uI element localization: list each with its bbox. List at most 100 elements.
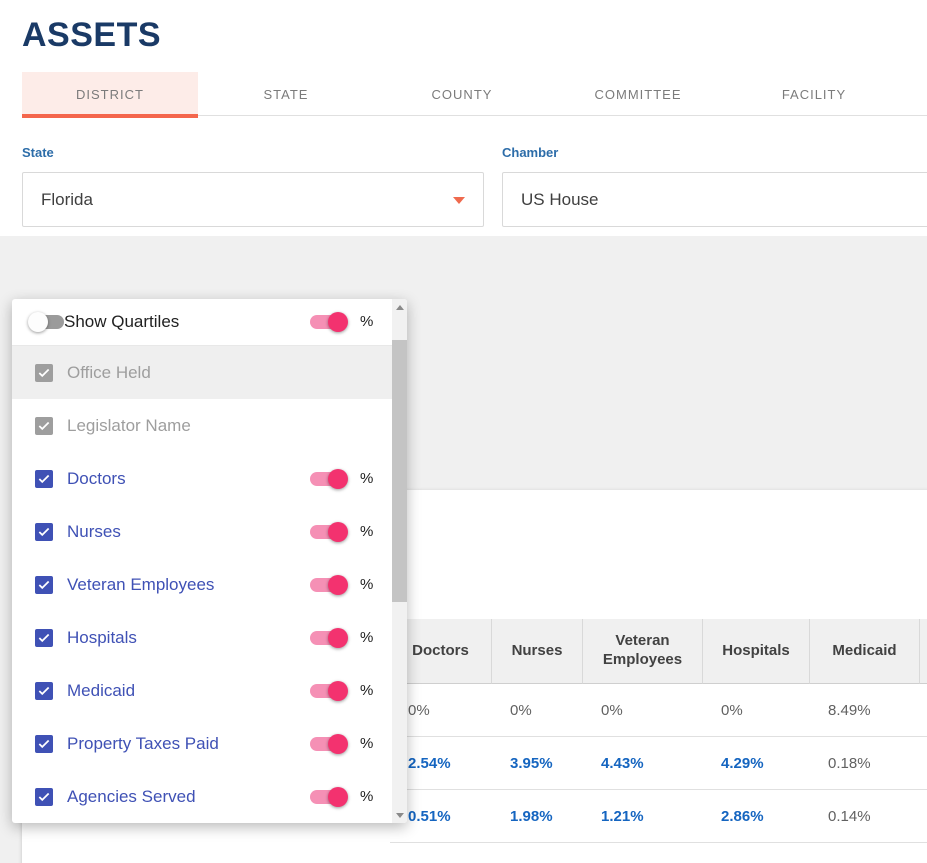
active-tab-underline (22, 114, 198, 118)
table-row: 18.16% 8.87% 7.24% 5.71% 4.99% (390, 843, 927, 863)
chamber-select-value: US House (521, 189, 599, 209)
tab-state[interactable]: STATE (198, 72, 374, 116)
percent-label: % (360, 313, 374, 330)
percent-toggle[interactable] (308, 627, 348, 648)
percent-toggle[interactable] (308, 468, 348, 489)
column-header-hospitals[interactable]: Hospitals (703, 619, 810, 684)
checkbox-checked-icon[interactable] (35, 681, 53, 700)
column-menu-popup: Show Quartiles % Office Held Legislator … (12, 299, 407, 823)
cell: 4.43% (601, 754, 644, 772)
dropdown-caret-icon (453, 197, 465, 204)
chamber-select[interactable]: US House (502, 172, 927, 227)
tab-committee-label: COMMITTEE (594, 86, 682, 102)
tab-district-label: DISTRICT (76, 86, 144, 102)
menu-item-label: Office Held (67, 362, 151, 382)
tab-county[interactable]: COUNTY (374, 72, 550, 116)
state-select[interactable]: Florida (22, 172, 484, 227)
menu-item-medicaid: Medicaid % (12, 664, 392, 717)
cell: 2.86% (721, 807, 764, 825)
column-header-veteran-employees[interactable]: Veteran Employees (583, 619, 703, 684)
percent-toggle[interactable] (308, 312, 348, 332)
percent-toggle[interactable] (308, 680, 348, 701)
percent-toggle[interactable] (308, 786, 348, 807)
cell: 0% (408, 701, 430, 719)
table-row: 0% 0% 0% 0% 8.49% (390, 684, 927, 737)
tab-facility[interactable]: FACILITY (726, 72, 902, 116)
cell: 1.98% (510, 807, 553, 825)
tab-district[interactable]: DISTRICT (22, 72, 198, 118)
cell-empty (920, 790, 927, 842)
menu-item-label: Hospitals (67, 627, 137, 647)
state-select-value: Florida (41, 189, 93, 209)
cell-empty (920, 684, 927, 736)
cell-empty (920, 843, 927, 863)
cell: 0% (601, 701, 623, 719)
column-header-nurses[interactable]: Nurses (492, 619, 583, 684)
checkbox-checked-icon[interactable] (35, 522, 53, 541)
table-header-row: Doctors Nurses Veteran Employees Hospita… (390, 619, 927, 684)
toggle-thumb (28, 312, 48, 332)
menu-item-hospitals: Hospitals % (12, 611, 392, 664)
scroll-down-icon[interactable] (392, 807, 407, 823)
toggle-thumb (328, 786, 348, 807)
checkbox-checked-icon[interactable] (35, 734, 53, 753)
table-row: 2.54% 3.95% 4.43% 4.29% 0.18% (390, 737, 927, 790)
menu-item-veteran-employees: Veteran Employees % (12, 558, 392, 611)
checkbox-checked-icon (35, 363, 53, 382)
menu-item-doctors: Doctors % (12, 452, 392, 505)
tab-bar: DISTRICT STATE COUNTY COMMITTEE FACILITY (22, 72, 927, 118)
toggle-thumb (328, 468, 348, 489)
show-quartiles-row: Show Quartiles % (12, 299, 392, 346)
cell: 5.71% (703, 843, 810, 863)
cell: 7.24% (583, 843, 703, 863)
cell: 2.54% (408, 754, 451, 772)
show-quartiles-label: Show Quartiles (64, 312, 180, 331)
percent-label: % (360, 734, 374, 752)
menu-item-label: Veteran Employees (67, 574, 215, 594)
menu-scrollbar[interactable] (392, 299, 407, 823)
percent-label: % (360, 787, 374, 805)
percent-toggle[interactable] (308, 733, 348, 754)
show-quartiles-toggle[interactable] (28, 312, 68, 332)
tab-facility-label: FACILITY (781, 86, 847, 102)
scroll-up-icon[interactable] (392, 299, 407, 315)
cell: 8.49% (828, 701, 871, 719)
column-header-doctors[interactable]: Doctors (390, 619, 492, 684)
cell: 0.14% (828, 807, 871, 825)
percent-toggle[interactable] (308, 574, 348, 595)
toggle-thumb (328, 312, 348, 332)
tab-state-label: STATE (263, 86, 309, 102)
checkbox-checked-icon[interactable] (35, 575, 53, 594)
cell: 3.95% (510, 754, 553, 772)
menu-item-label: Doctors (67, 468, 126, 488)
tab-committee[interactable]: COMMITTEE (550, 72, 726, 116)
cell: 0.51% (408, 807, 451, 825)
checkbox-checked-icon[interactable] (35, 787, 53, 806)
cell: 0% (510, 701, 532, 719)
scrollbar-thumb[interactable] (392, 340, 407, 602)
state-label: State (22, 145, 54, 160)
checkbox-checked-icon[interactable] (35, 628, 53, 647)
cell: 8.87% (492, 843, 583, 863)
menu-item-office-held: Office Held (12, 346, 392, 399)
cell: 4.29% (721, 754, 764, 772)
table-row: 0.51% 1.98% 1.21% 2.86% 0.14% (390, 790, 927, 843)
menu-item-label: Medicaid (67, 680, 136, 700)
percent-toggle[interactable] (308, 521, 348, 542)
menu-item-label: Nurses (67, 521, 121, 541)
menu-item-legislator-name: Legislator Name (12, 399, 392, 452)
column-header-medicaid[interactable]: Medicaid (810, 619, 920, 684)
menu-item-label: Agencies Served (67, 786, 196, 806)
toggle-thumb (328, 627, 348, 648)
checkbox-checked-icon[interactable] (35, 469, 53, 488)
menu-item-label: Legislator Name (67, 415, 191, 435)
percent-label: % (360, 681, 374, 699)
menu-item-nurses: Nurses % (12, 505, 392, 558)
menu-item-property-taxes-paid: Property Taxes Paid % (12, 717, 392, 770)
cell: 4.99% (810, 843, 920, 863)
cell: 18.16% (390, 843, 492, 863)
percent-label: % (360, 575, 374, 593)
assets-table: Doctors Nurses Veteran Employees Hospita… (390, 619, 927, 863)
toggle-thumb (328, 521, 348, 542)
percent-label: % (360, 628, 374, 646)
